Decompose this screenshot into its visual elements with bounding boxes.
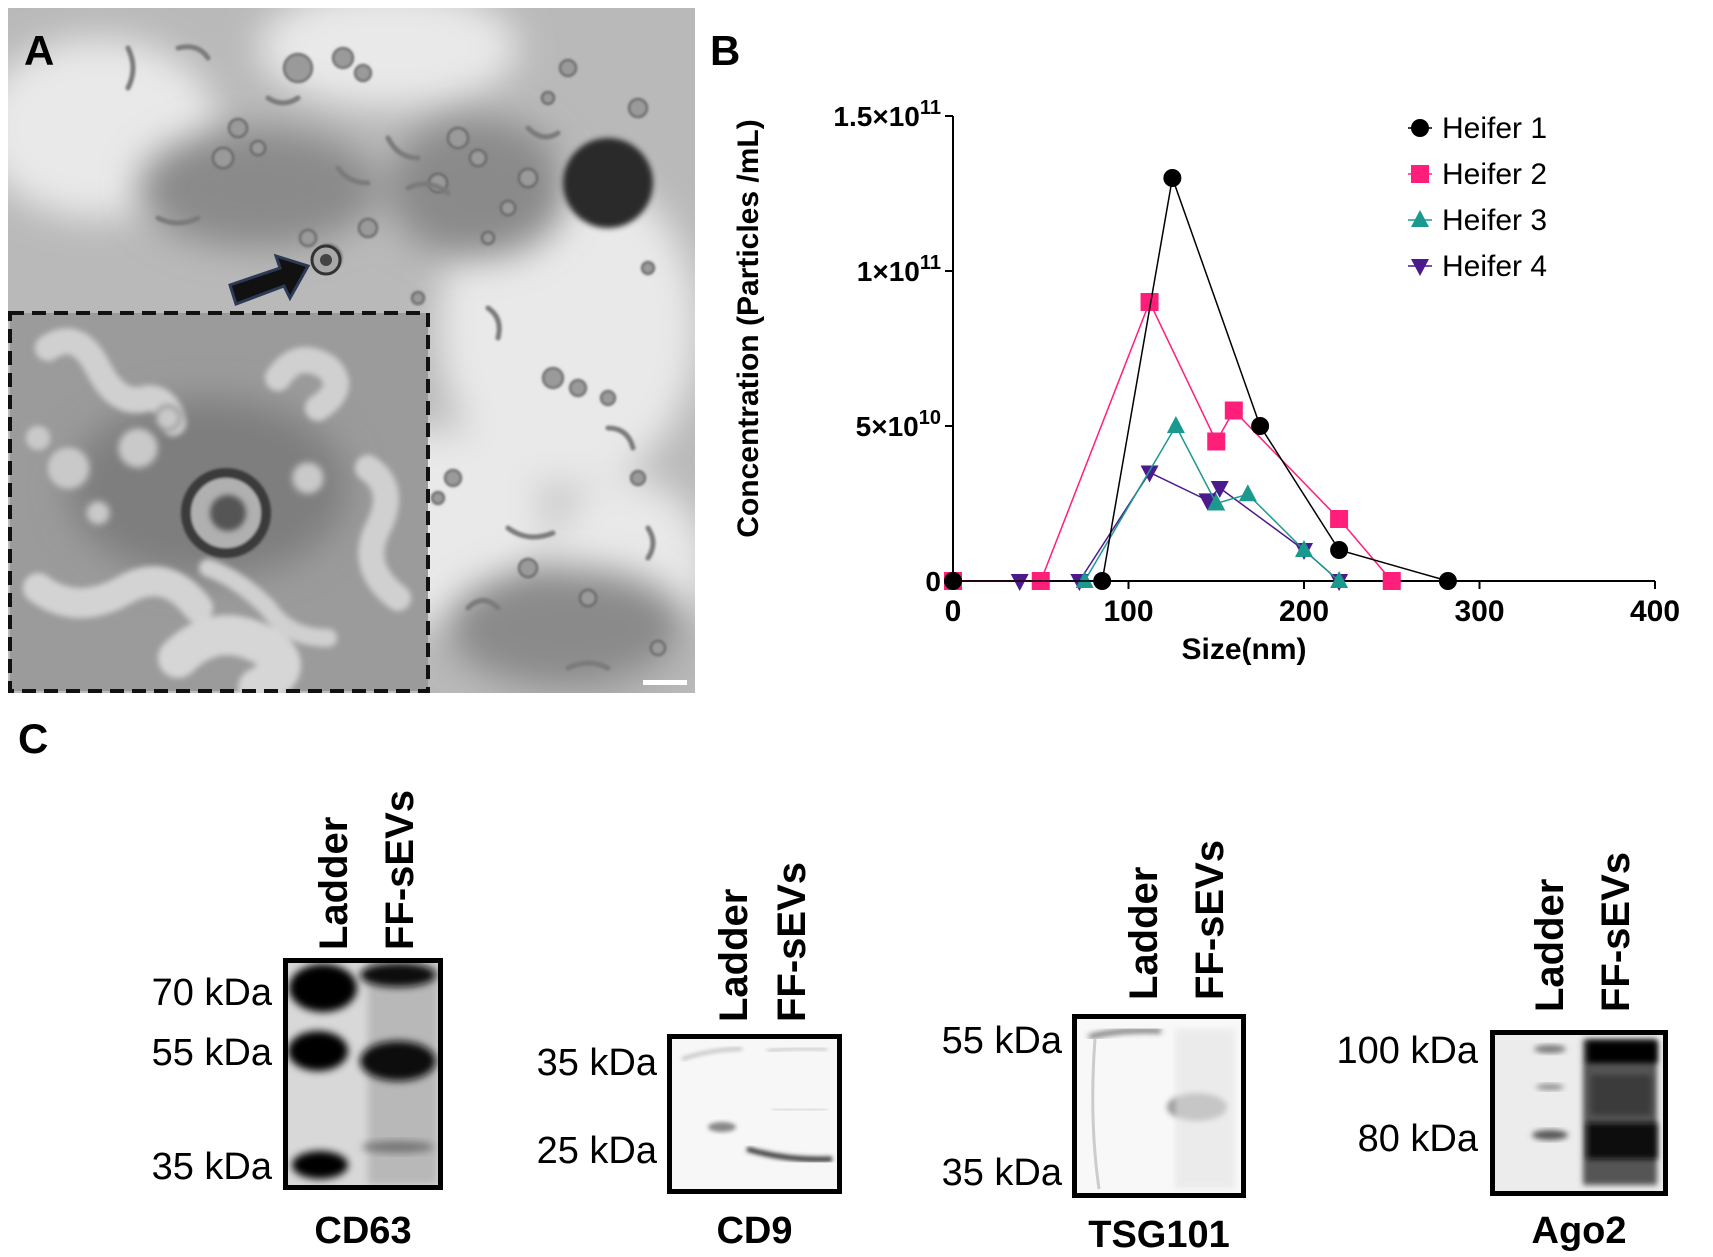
blot-title-tsg101: TSG101 <box>1088 1214 1230 1256</box>
legend-marker <box>1411 259 1429 276</box>
marker-100kda: 100 kDa <box>1336 1030 1478 1072</box>
tem-micrograph <box>8 8 695 693</box>
series-heifer-3 <box>1075 416 1349 588</box>
series-line <box>1019 471 1340 582</box>
lane-label-ladder: Ladder <box>312 816 356 950</box>
nta-size-distribution-chart: 0 100 200 300 400 0 5×1010 1×1011 1.5×1011 Size(n… <box>732 97 1680 666</box>
legend-label: Heifer 4 <box>1442 250 1547 283</box>
data-point <box>1075 571 1094 588</box>
lane-label-ladder: Ladder <box>1528 878 1572 1012</box>
blot-image-cd63 <box>283 958 443 1190</box>
blot-title-ago2: Ago2 <box>1531 1210 1627 1252</box>
panel-label-a: A <box>24 27 55 74</box>
series-line <box>953 175 1449 582</box>
blot-image-cd9 <box>667 1034 842 1194</box>
x-tick-label: 200 <box>1279 595 1329 628</box>
marker-25kda: 25 kDa <box>536 1130 657 1172</box>
data-point <box>1330 571 1349 588</box>
data-point <box>1224 401 1243 420</box>
data-point <box>1330 541 1349 559</box>
inset-zoom <box>8 311 430 693</box>
data-point <box>944 572 962 590</box>
marker-55kda: 55 kDa <box>941 1020 1062 1062</box>
marker-35kda: 35 kDa <box>941 1152 1062 1194</box>
data-point <box>1010 574 1029 591</box>
y-tick-label: 0 <box>925 566 941 597</box>
marker-35kda: 35 kDa <box>151 1146 272 1188</box>
lane-label-ladder: Ladder <box>1122 866 1166 1000</box>
legend: Heifer 1 Heifer 2 Heifer 3 Heifer 4 <box>1408 112 1547 283</box>
lane-label-ff-sevs: FF-sEVs <box>378 789 422 950</box>
x-axis-title: Size(nm) <box>1181 633 1306 666</box>
data-point <box>1295 540 1313 557</box>
lane-label-ff-sevs: FF-sEVs <box>1594 851 1638 1012</box>
data-point <box>1382 572 1401 590</box>
marker-55kda: 55 kDa <box>151 1032 272 1074</box>
legend-label: Heifer 2 <box>1442 158 1547 191</box>
data-point <box>1207 493 1226 511</box>
y-tick-label: 1.5×1011 <box>833 97 941 132</box>
lane-label-ff-sevs: FF-sEVs <box>1188 839 1232 1000</box>
lane-label-ladder: Ladder <box>712 888 756 1022</box>
y-tick-label: 5×1010 <box>856 407 941 442</box>
data-point <box>1093 572 1112 590</box>
marker-80kda: 80 kDa <box>1357 1118 1478 1160</box>
series-line <box>953 300 1393 582</box>
tem-image <box>8 8 695 693</box>
x-tick-label: 400 <box>1630 595 1680 628</box>
y-tick-label: 1×1011 <box>857 252 941 287</box>
data-point <box>1251 417 1270 435</box>
data-point <box>1163 169 1182 187</box>
marker-70kda: 70 kDa <box>151 972 272 1014</box>
legend-marker <box>1411 119 1429 137</box>
data-point <box>1330 510 1349 528</box>
blot-title-cd9: CD9 <box>716 1210 793 1252</box>
x-tick-label: 300 <box>1454 595 1504 628</box>
data-point <box>1438 572 1457 590</box>
series-heifer-1 <box>944 169 1457 590</box>
blot-image-ago2 <box>1490 1030 1668 1196</box>
scale-bar <box>643 680 687 685</box>
legend-marker <box>1411 210 1429 227</box>
data-point <box>1238 484 1257 502</box>
x-tick-label: 100 <box>1103 595 1153 628</box>
data-point <box>1210 481 1229 498</box>
x-tick-label: 0 <box>945 595 962 628</box>
data-point <box>1140 465 1159 483</box>
lane-label-ff-sevs: FF-sEVs <box>770 861 814 1022</box>
data-point <box>1166 416 1185 433</box>
marker-35kda: 35 kDa <box>536 1042 657 1084</box>
panel-label-b: B <box>710 27 741 74</box>
data-point <box>1198 493 1217 511</box>
legend-label: Heifer 3 <box>1442 204 1547 237</box>
data-point <box>1140 293 1159 311</box>
blot-title-cd63: CD63 <box>314 1210 412 1252</box>
legend-label: Heifer 1 <box>1442 112 1547 145</box>
panel-label-c: C <box>18 715 49 762</box>
y-axis-title: Concentration (Particles /mL) <box>732 119 765 537</box>
data-point <box>1207 432 1226 451</box>
blot-image-tsg101 <box>1072 1014 1246 1198</box>
arrow-icon <box>228 253 311 306</box>
legend-marker <box>1411 165 1429 183</box>
